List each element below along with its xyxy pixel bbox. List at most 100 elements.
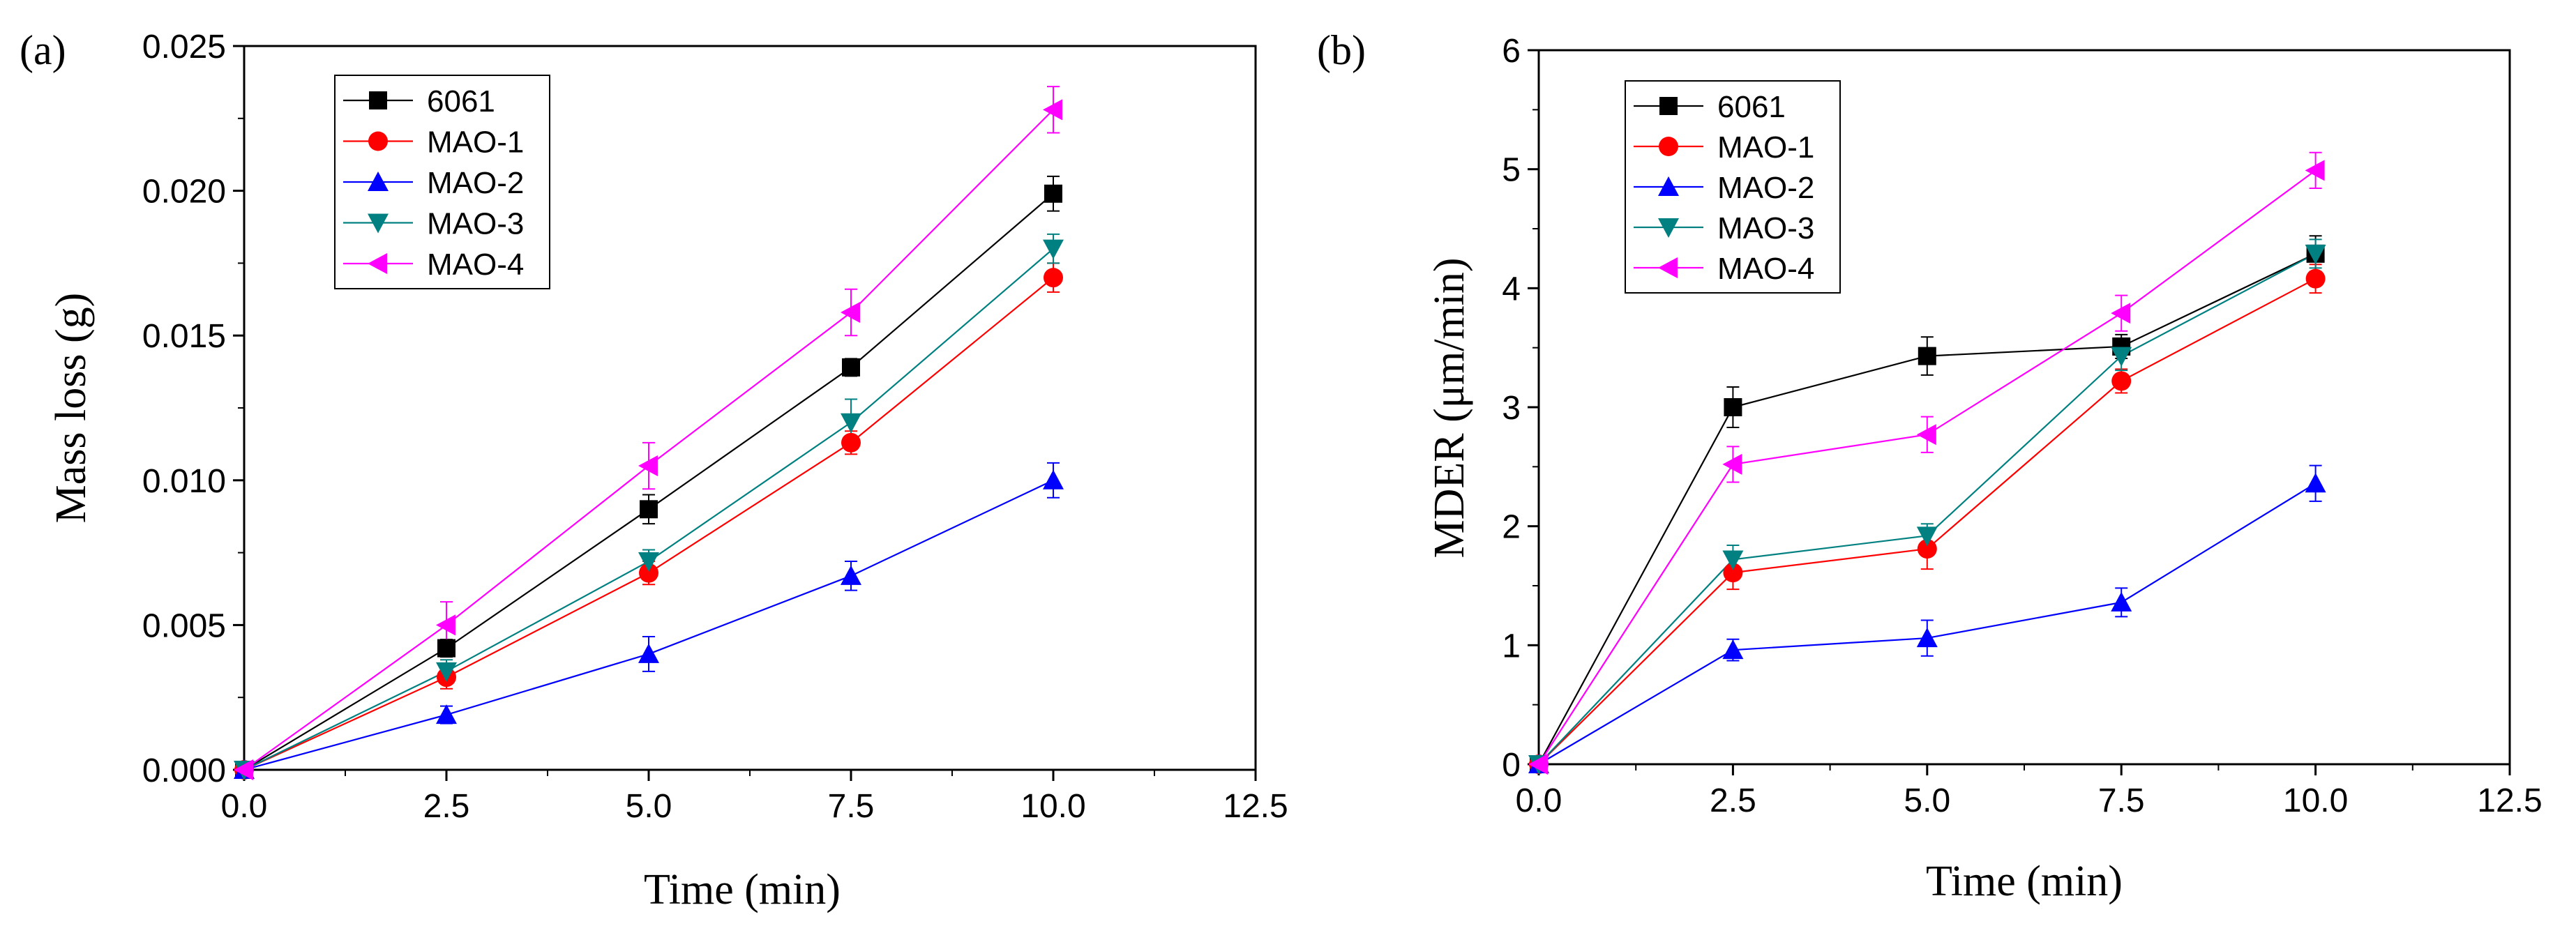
x-tick-label: 7.5 [2098, 782, 2145, 819]
data-point-mao-4 [1528, 754, 1548, 775]
panel-a: (a) 0.0 2.5 5.0 7.5 10.0 12.50.0000.0050.0100… [20, 27, 1288, 913]
data-point-mao-1 [841, 432, 861, 453]
data-point-mao-2 [2305, 473, 2326, 493]
data-point-mao-4 [1916, 424, 1936, 446]
x-tick-label: 10.0 [1020, 788, 1085, 825]
x-tick-label: 0.0 [1516, 782, 1562, 819]
legend-marker-mao-4 [368, 253, 387, 274]
data-point-mao-1 [1723, 563, 1743, 583]
data-point-mao-3 [638, 552, 659, 572]
legend-b: 6061 MAO-1 MAO-2 MAO-3 MAO-4 [1625, 80, 1841, 294]
x-tick-label: 0.0 [221, 788, 268, 825]
data-point-mao-3 [2111, 347, 2132, 367]
data-point-6061 [437, 639, 455, 658]
x-tick-label: 12.5 [1223, 788, 1288, 825]
data-point-mao-2 [2111, 591, 2132, 612]
data-point-mao-2 [436, 704, 457, 724]
y-tick-label: 0.010 [142, 463, 226, 500]
legend-label-6061: 6061 [1717, 90, 1786, 124]
legend-marker-mao-3 [1658, 218, 1679, 238]
data-point-mao-2 [1043, 469, 1064, 489]
data-point-6061 [1918, 347, 1936, 365]
data-point-mao-3 [436, 662, 457, 682]
data-point-mao-3 [1916, 526, 1938, 547]
legend-item-mao-1: MAO-1 [343, 126, 524, 160]
data-point-mao-4 [234, 759, 253, 780]
y-tick-label: 0.000 [142, 752, 226, 789]
legend-label-mao-2: MAO-2 [1717, 171, 1814, 205]
data-point-mao-3 [1043, 239, 1064, 259]
legend-marker-mao-2 [1658, 176, 1679, 196]
legend-a: 6061 MAO-1 MAO-2 MAO-3 MAO-4 [334, 75, 550, 289]
legend-marker-6061 [369, 91, 387, 109]
data-point-mao-4 [2305, 160, 2325, 181]
legend-item-mao-2: MAO-2 [343, 166, 524, 200]
legend-item-mao-2: MAO-2 [1634, 171, 1814, 205]
data-point-mao-1 [1917, 539, 1937, 559]
data-point-mao-4 [2111, 303, 2131, 324]
series-line-mao-3 [1538, 252, 2317, 765]
panel-label-a: (a) [20, 27, 66, 73]
y-tick-label: 0.005 [142, 607, 226, 644]
ticks-a: 0.0 2.5 5.0 7.5 10.0 12.5 0.000 0.005 0.010 0.015… [142, 29, 1288, 825]
x-tick-label: 5.0 [1904, 782, 1950, 819]
x-tick-label: 12.5 [2477, 782, 2542, 819]
y-axis-title-a: Mass loss (g) [47, 293, 95, 524]
legend-marker-mao-3 [368, 213, 389, 234]
legend-item-6061: 6061 [1634, 90, 1786, 124]
y-axis-title-b: MDER (μm/min) [1426, 257, 1473, 558]
y-tick-label: 0.015 [142, 318, 226, 355]
y-tick-label: 3 [1502, 390, 1521, 427]
data-point-mao-4 [1043, 99, 1062, 121]
data-point-mao-2 [638, 643, 659, 663]
legend-label-6061: 6061 [427, 84, 495, 119]
legend-label-mao-4: MAO-4 [1717, 252, 1814, 286]
y-tick-label: 0 [1502, 747, 1521, 784]
legend-marker-mao-4 [1658, 257, 1678, 278]
series-line-6061 [1538, 252, 2317, 765]
legend-label-mao-2: MAO-2 [427, 166, 524, 200]
x-tick-label: 10.0 [2283, 782, 2348, 819]
data-point-6061 [1724, 398, 1742, 416]
data-point-mao-1 [1044, 268, 1063, 288]
x-tick-label: 5.0 [626, 788, 672, 825]
data-point-mao-3 [1722, 550, 1744, 570]
legend-marker-mao-2 [368, 172, 389, 191]
series-markers-a [234, 99, 1064, 780]
legend-item-6061: 6061 [343, 84, 495, 119]
series-markers-b [1528, 160, 2326, 775]
legend-label-mao-3: MAO-3 [427, 207, 524, 241]
legend-marker-6061 [1659, 97, 1678, 115]
y-tick-label: 2 [1502, 509, 1521, 546]
data-point-mao-1 [2111, 371, 2132, 391]
data-point-mao-1 [2305, 268, 2326, 289]
legend-marker-mao-1 [1659, 137, 1678, 156]
legend-item-mao-1: MAO-1 [1634, 130, 1814, 165]
legend-marker-mao-1 [368, 131, 388, 151]
data-point-mao-3 [2305, 244, 2326, 264]
data-point-mao-2 [841, 565, 861, 585]
panel-b: (b) 0.0 2.5 5.0 7.5 10.0 12.5 0 1 2 3 4 5 6 Time (mi… [1317, 27, 2543, 905]
legend-label-mao-3: MAO-3 [1717, 211, 1814, 245]
data-point-6061 [842, 358, 860, 377]
data-point-mao-2 [1916, 628, 1938, 648]
data-point-mao-3 [841, 413, 861, 433]
legend-item-mao-4: MAO-4 [1634, 252, 1814, 286]
data-point-mao-4 [638, 455, 658, 477]
y-tick-label: 0.025 [142, 29, 226, 66]
data-point-mao-1 [639, 563, 658, 583]
x-tick-label: 2.5 [423, 788, 470, 825]
x-axis-title-b: Time (min) [1926, 858, 2123, 905]
legend-item-mao-4: MAO-4 [343, 248, 524, 282]
data-point-mao-4 [1722, 453, 1742, 475]
x-axis-title-a: Time (min) [644, 866, 841, 913]
x-tick-label: 2.5 [1710, 782, 1756, 819]
y-tick-label: 4 [1502, 271, 1521, 308]
data-point-6061 [1044, 184, 1062, 203]
x-tick-label: 7.5 [828, 788, 875, 825]
panel-label-b: (b) [1317, 27, 1366, 73]
data-point-mao-4 [841, 301, 860, 323]
legend-label-mao-1: MAO-1 [1717, 130, 1814, 165]
y-tick-label: 1 [1502, 628, 1521, 665]
